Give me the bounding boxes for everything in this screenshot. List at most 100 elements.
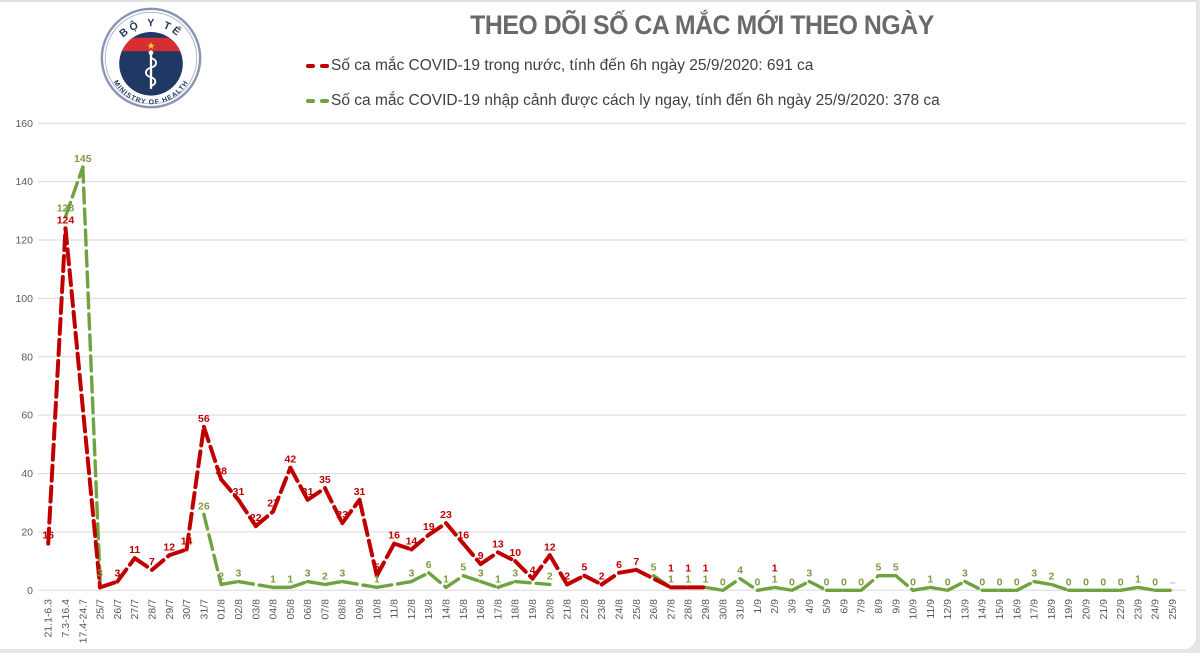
svg-text:0: 0	[720, 576, 726, 588]
svg-text:23/8: 23/8	[596, 599, 608, 620]
svg-text:–: –	[1170, 576, 1176, 588]
svg-text:29/8: 29/8	[700, 599, 712, 620]
svg-text:27/7: 27/7	[129, 599, 141, 620]
svg-text:4/9: 4/9	[804, 599, 816, 614]
svg-text:25/7: 25/7	[95, 599, 107, 620]
svg-text:20/9: 20/9	[1081, 599, 1093, 620]
svg-text:140: 140	[15, 176, 33, 188]
svg-text:1: 1	[668, 562, 674, 574]
moh-logo: ★ BỘ Y TẾ MINISTRY OF HEALTH	[98, 5, 204, 111]
svg-text:0: 0	[910, 576, 916, 588]
svg-text:3: 3	[806, 568, 812, 580]
moh-logo-icon: ★ BỘ Y TẾ MINISTRY OF HEALTH	[100, 7, 202, 109]
svg-text:3: 3	[236, 568, 242, 580]
logo-caduceus-icon	[145, 50, 157, 89]
svg-text:0: 0	[1066, 576, 1072, 588]
svg-text:0: 0	[997, 576, 1003, 588]
svg-text:0: 0	[1118, 576, 1124, 588]
svg-text:1: 1	[685, 573, 691, 585]
svg-text:42: 42	[285, 454, 297, 466]
svg-text:07/8: 07/8	[319, 599, 331, 620]
svg-text:6: 6	[426, 559, 432, 571]
svg-text:0: 0	[945, 576, 951, 588]
svg-text:22/8: 22/8	[579, 599, 591, 620]
svg-text:12/9: 12/9	[942, 599, 954, 620]
svg-text:22: 22	[250, 512, 262, 524]
legend-dash-icon	[320, 64, 329, 68]
svg-text:25/8: 25/8	[631, 599, 643, 620]
svg-text:12: 12	[544, 541, 556, 553]
svg-text:128: 128	[57, 203, 75, 215]
svg-text:2: 2	[564, 570, 570, 582]
svg-text:15/8: 15/8	[458, 599, 470, 620]
svg-text:100: 100	[15, 293, 33, 305]
svg-text:1: 1	[927, 573, 933, 585]
svg-text:17/9: 17/9	[1029, 599, 1041, 620]
svg-text:14/9: 14/9	[977, 599, 989, 620]
svg-text:24/9: 24/9	[1150, 599, 1162, 620]
series-line-domestic	[46, 226, 708, 590]
svg-text:09/8: 09/8	[354, 599, 366, 620]
svg-text:11: 11	[129, 544, 140, 556]
svg-text:20: 20	[21, 526, 33, 538]
svg-text:1: 1	[287, 573, 293, 585]
svg-text:17.4-24.7: 17.4-24.7	[77, 599, 89, 644]
svg-text:2: 2	[322, 570, 328, 582]
svg-text:10/8: 10/8	[371, 599, 383, 620]
svg-text:22/9: 22/9	[1115, 599, 1127, 620]
svg-text:16: 16	[388, 530, 400, 542]
svg-text:160: 160	[15, 118, 33, 130]
svg-text:14: 14	[181, 535, 193, 547]
svg-text:02/8: 02/8	[233, 599, 245, 620]
svg-text:120: 120	[15, 235, 33, 247]
svg-text:11/8: 11/8	[389, 599, 401, 619]
svg-text:31/7: 31/7	[198, 599, 210, 620]
svg-text:18/8: 18/8	[510, 599, 522, 620]
legend-dash-icon	[320, 99, 329, 103]
svg-text:3/9: 3/9	[786, 599, 798, 614]
svg-text:15/9: 15/9	[994, 599, 1006, 620]
svg-text:19/8: 19/8	[527, 599, 539, 620]
svg-text:0: 0	[27, 585, 33, 597]
svg-text:31: 31	[233, 486, 245, 498]
svg-text:1: 1	[443, 573, 449, 585]
svg-text:7.3-16.4: 7.3-16.4	[60, 599, 72, 638]
svg-text:24/8: 24/8	[614, 599, 626, 620]
svg-text:0: 0	[1014, 576, 1020, 588]
svg-text:3: 3	[962, 568, 968, 580]
svg-text:1: 1	[270, 573, 276, 585]
svg-text:30/8: 30/8	[717, 599, 729, 620]
svg-text:3: 3	[409, 568, 415, 580]
svg-text:8/9: 8/9	[873, 599, 885, 614]
svg-text:1/9: 1/9	[752, 599, 764, 614]
svg-text:38: 38	[215, 465, 227, 477]
svg-text:6/9: 6/9	[838, 599, 850, 614]
svg-text:3: 3	[478, 568, 484, 580]
svg-text:14/8: 14/8	[441, 599, 453, 620]
svg-text:14: 14	[406, 535, 418, 547]
svg-text:7: 7	[633, 556, 639, 568]
legend: Số ca mắc COVID-19 trong nước, tính đến …	[306, 54, 940, 124]
svg-text:04/8: 04/8	[268, 599, 280, 620]
svg-text:31: 31	[354, 486, 366, 498]
svg-text:0: 0	[841, 576, 847, 588]
svg-text:124: 124	[57, 214, 75, 226]
svg-text:1: 1	[1135, 573, 1141, 585]
svg-text:19: 19	[423, 521, 435, 533]
svg-text:3: 3	[97, 568, 103, 580]
svg-text:1: 1	[97, 579, 103, 591]
svg-text:5: 5	[374, 562, 380, 574]
svg-text:03/8: 03/8	[250, 599, 262, 620]
svg-text:80: 80	[21, 351, 33, 363]
svg-text:10/9: 10/9	[908, 599, 920, 620]
svg-text:9: 9	[478, 550, 484, 562]
svg-text:60: 60	[21, 410, 33, 422]
svg-text:13: 13	[492, 538, 504, 550]
svg-text:3: 3	[512, 568, 518, 580]
svg-text:23/9: 23/9	[1132, 599, 1144, 620]
svg-text:5: 5	[651, 562, 657, 574]
svg-text:0: 0	[1152, 576, 1158, 588]
svg-text:13/8: 13/8	[423, 599, 435, 620]
